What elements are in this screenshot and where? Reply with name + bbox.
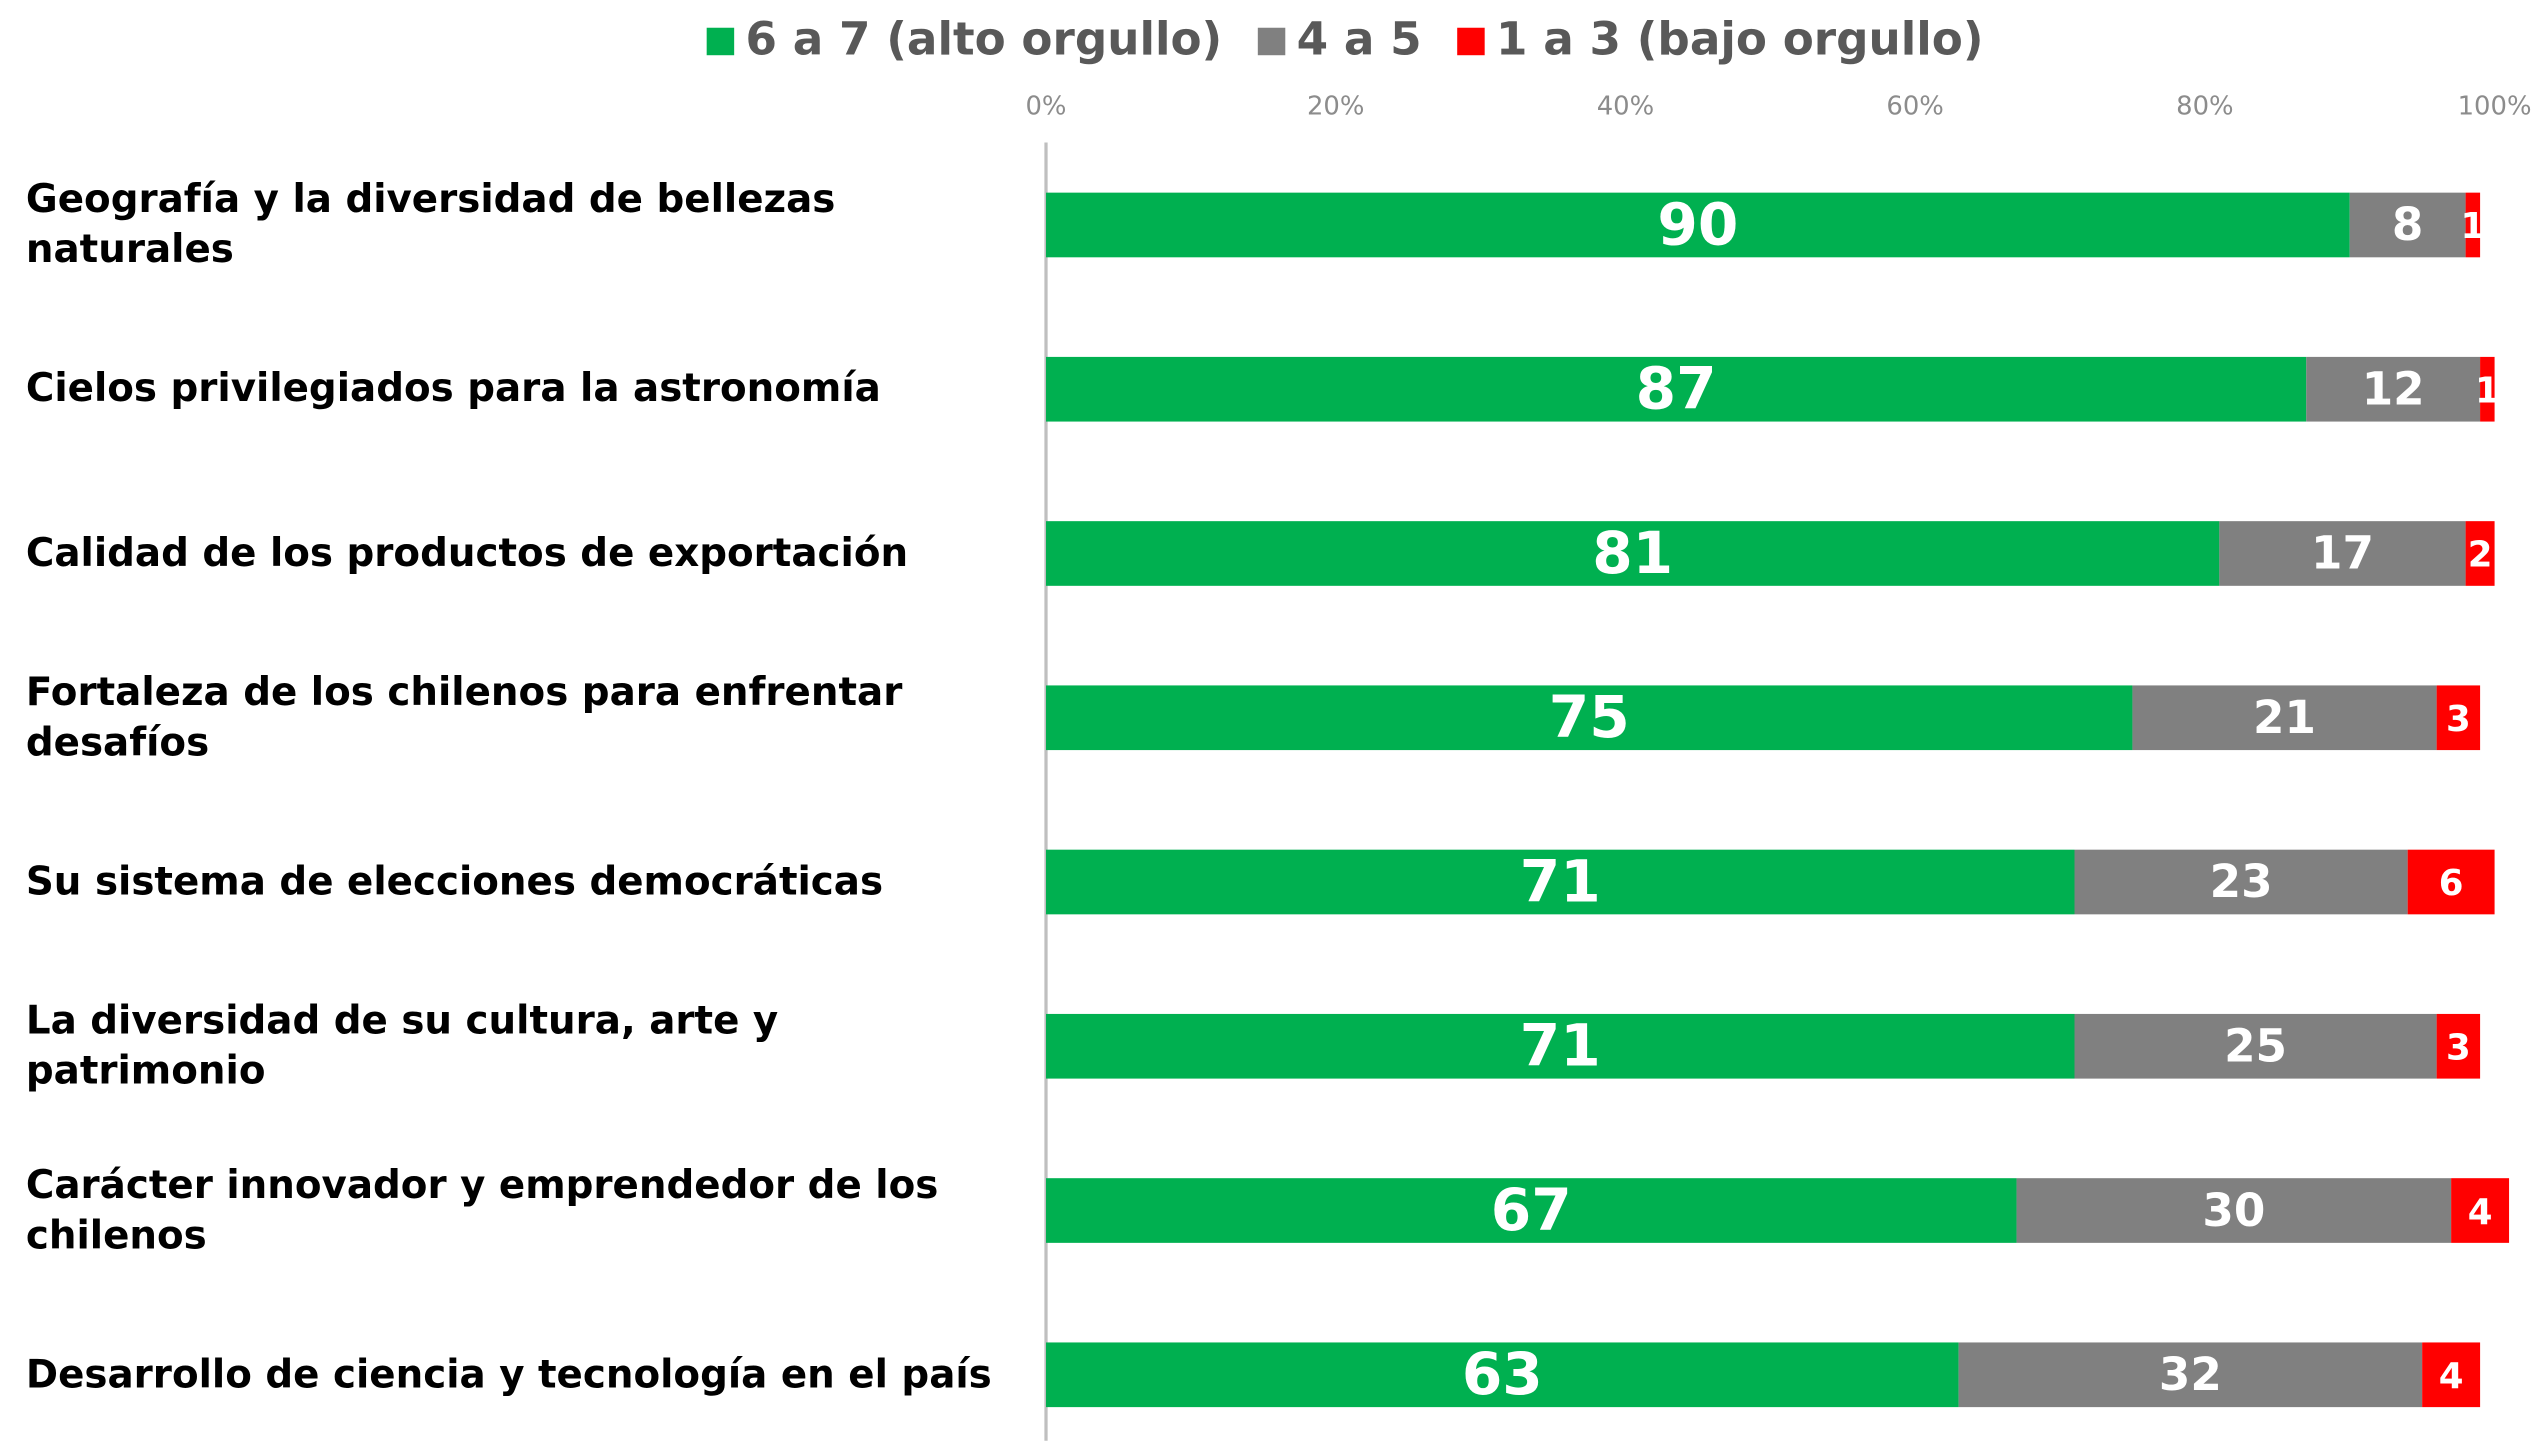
bar-segment — [1046, 356, 2307, 422]
data-label: 87 — [1636, 355, 1717, 423]
data-label: 71 — [1520, 1012, 1601, 1080]
legend-swatch — [706, 27, 735, 56]
data-label: 4 — [2439, 1356, 2464, 1397]
legend-label: 1 a 3 (bajo orgullo) — [1496, 12, 1984, 65]
category-label: Calidad de los productos de exportación — [25, 530, 909, 576]
category-label: La diversidad de su cultura, arte y patr… — [25, 997, 779, 1094]
bar-segment — [1046, 849, 2075, 915]
data-label: 2 — [2468, 535, 2493, 576]
data-label: 6 — [2439, 863, 2464, 904]
bar-segment — [2465, 192, 2481, 258]
x-tick-label: 20% — [1307, 91, 1364, 121]
data-label: 32 — [2159, 1348, 2222, 1401]
category-label: Fortaleza de los chilenos para enfrentar… — [25, 669, 903, 765]
data-label: 1 — [2460, 206, 2485, 247]
data-label: 3 — [2446, 699, 2471, 740]
legend-label: 4 a 5 — [1297, 12, 1422, 65]
category-label-box: Fortaleza de los chilenos para enfrentar… — [25, 669, 903, 765]
data-label: 25 — [2224, 1020, 2287, 1073]
bar-segment — [2451, 1178, 2510, 1243]
bar-segment — [1046, 1013, 2075, 1079]
category-label-box: La diversidad de su cultura, arte y patr… — [25, 997, 779, 1094]
bar-segment — [2407, 849, 2495, 915]
bar-segment — [2436, 1013, 2481, 1079]
category-label-box: Su sistema de elecciones democráticas — [25, 858, 884, 904]
bar-segment — [2480, 356, 2495, 422]
data-label: 21 — [2253, 691, 2316, 744]
x-tick-label: 80% — [2176, 91, 2233, 121]
data-label: 8 — [2392, 198, 2424, 251]
category-label-box: Desarrollo de ciencia y tecnología en el… — [25, 1351, 992, 1397]
bar-segment — [1046, 1342, 1959, 1408]
category-label-box: Carácter innovador y emprendedor de los … — [25, 1162, 939, 1258]
category-label: Cielos privilegiados para la astronomía — [25, 365, 881, 412]
data-label: 3 — [2446, 1028, 2471, 1069]
x-tick-label: 60% — [1886, 91, 1943, 121]
category-label: Carácter innovador y emprendedor de los … — [25, 1162, 939, 1258]
bar-segment — [2074, 849, 2408, 915]
legend-swatch — [1457, 27, 1485, 56]
data-label: 17 — [2311, 527, 2374, 580]
x-tick-label: 100% — [2458, 91, 2532, 121]
bar-segment — [2306, 356, 2481, 422]
data-label: 30 — [2202, 1184, 2265, 1237]
data-label: 71 — [1520, 847, 1601, 915]
bar-segment — [2436, 685, 2481, 751]
bar-segment — [2219, 521, 2466, 586]
data-label: 67 — [1491, 1176, 1572, 1244]
data-label: 12 — [2362, 362, 2425, 415]
data-label: 90 — [1657, 190, 1738, 258]
bar-segment — [2465, 521, 2495, 586]
bar-segment — [1958, 1342, 2423, 1408]
bar-segment — [1046, 685, 2133, 751]
data-label: 1 — [2475, 370, 2500, 411]
data-label: 75 — [1549, 683, 1630, 751]
category-label: Geografía y la diversidad de bellezas na… — [25, 176, 836, 272]
bar-segment — [2074, 1013, 2437, 1079]
x-tick-label: 40% — [1597, 91, 1654, 121]
category-label: Su sistema de elecciones democráticas — [25, 858, 884, 904]
category-label-box: Geografía y la diversidad de bellezas na… — [25, 176, 836, 272]
category-label-box: Calidad de los productos de exportación — [25, 530, 909, 576]
bar-segment — [1046, 1178, 2017, 1243]
bar-segment — [1046, 192, 2350, 258]
x-tick-label: 0% — [1025, 91, 1066, 121]
data-label: 81 — [1592, 519, 1673, 587]
data-label: 4 — [2468, 1192, 2493, 1233]
bar-segment — [2422, 1342, 2481, 1408]
category-label-box: Cielos privilegiados para la astronomía — [25, 365, 881, 412]
legend: 6 a 7 (alto orgullo) 4 a 5 1 a 3 (bajo org… — [706, 12, 1984, 65]
bar-segment — [2016, 1178, 2452, 1243]
legend-swatch — [1257, 27, 1286, 56]
bar-segment — [2349, 192, 2466, 258]
data-label: 63 — [1462, 1340, 1543, 1408]
bar-segment — [2132, 685, 2437, 751]
data-label: 23 — [2210, 855, 2273, 908]
bar-segment — [1046, 521, 2220, 586]
legend-label: 6 a 7 (alto orgullo) — [745, 12, 1222, 65]
category-label: Desarrollo de ciencia y tecnología en el… — [25, 1351, 992, 1397]
